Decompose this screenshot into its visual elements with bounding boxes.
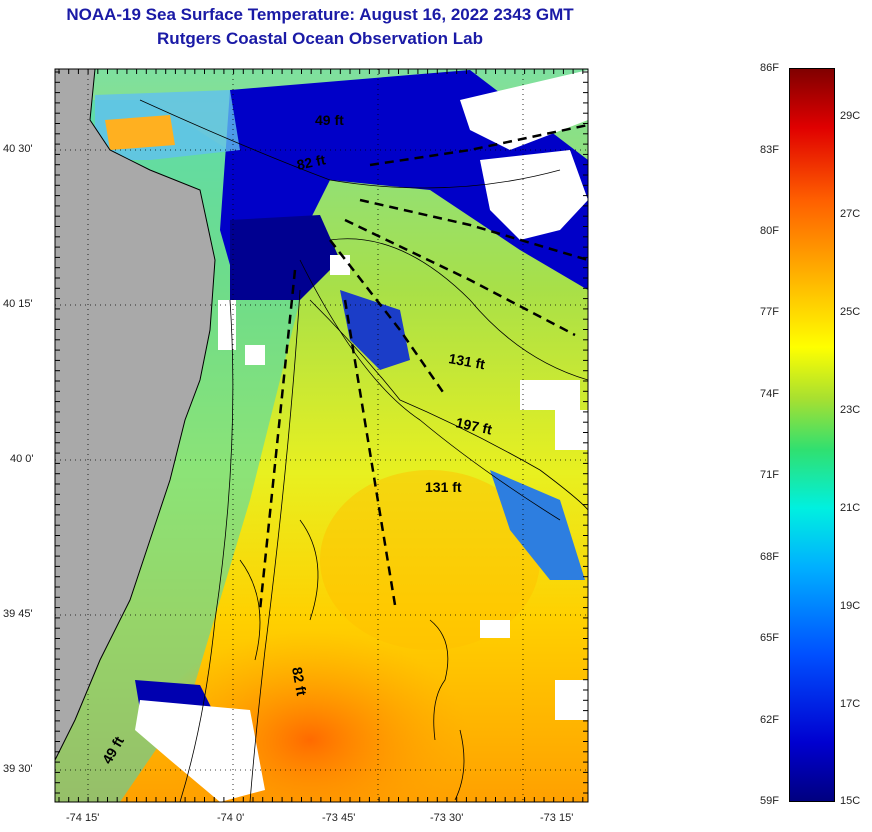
colorbar-f-71: 71F (760, 469, 779, 481)
no-data-areas (135, 70, 588, 802)
colorbar-f-65: 65F (760, 632, 779, 644)
colorbar-c-25: 25C (840, 306, 861, 318)
lon-label-74-15: -74 15' (66, 812, 100, 824)
colorbar-c-15: 15C (840, 795, 861, 807)
colorbar-f-74: 74F (760, 388, 779, 400)
colorbar-c-21: 21C (840, 502, 861, 514)
colorbar-f-62: 62F (760, 714, 779, 726)
lat-label-40-15: 40 15' (3, 298, 33, 310)
colorbar-f-68: 68F (760, 551, 779, 563)
map-title: NOAA-19 Sea Surface Temperature: August … (66, 5, 574, 24)
lat-label-40-30: 40 30' (3, 143, 33, 155)
colorbar-c-29: 29C (840, 110, 861, 122)
temperature-colorbar (789, 68, 835, 802)
colorbar-c-27: 27C (840, 208, 861, 220)
graticule (55, 69, 588, 802)
colorbar-f-80: 80F (760, 225, 779, 237)
depth-label-49ft-north: 49 ft (315, 112, 344, 128)
depth-label-131ft-south: 131 ft (425, 479, 462, 495)
map-subtitle: Rutgers Coastal Ocean Observation Lab (157, 29, 483, 48)
depth-label-197ft: 197 ft (454, 414, 493, 437)
depth-label-82ft-north: 82 ft (295, 151, 327, 173)
colorbar-f-77: 77F (760, 306, 779, 318)
axis-ticks (55, 69, 588, 802)
lon-label-73-45: -73 45' (322, 812, 356, 824)
lon-label-73-30: -73 30' (430, 812, 464, 824)
depth-label-131ft-east: 131 ft (447, 350, 486, 372)
shipping-lanes (258, 123, 588, 611)
lat-label-39-45: 39 45' (3, 608, 33, 620)
depth-label-82ft-south: 82 ft (289, 666, 310, 697)
colorbar-f-86: 86F (760, 62, 779, 74)
lon-label-73-15: -73 15' (540, 812, 574, 824)
colorbar-c-19: 19C (840, 600, 861, 612)
land-new-jersey (55, 69, 215, 760)
lat-label-39-30: 39 30' (3, 763, 33, 775)
colorbar-c-17: 17C (840, 698, 861, 710)
lon-label-74-0: -74 0' (217, 812, 245, 824)
colorbar-f-83: 83F (760, 144, 779, 156)
colorbar-c-23: 23C (840, 404, 861, 416)
coastline (55, 69, 216, 761)
map-frame (54, 68, 589, 803)
colorbar-f-59: 59F (760, 795, 779, 807)
bathymetry-contours (139, 99, 588, 802)
lat-label-40-0: 40 0' (10, 453, 34, 465)
